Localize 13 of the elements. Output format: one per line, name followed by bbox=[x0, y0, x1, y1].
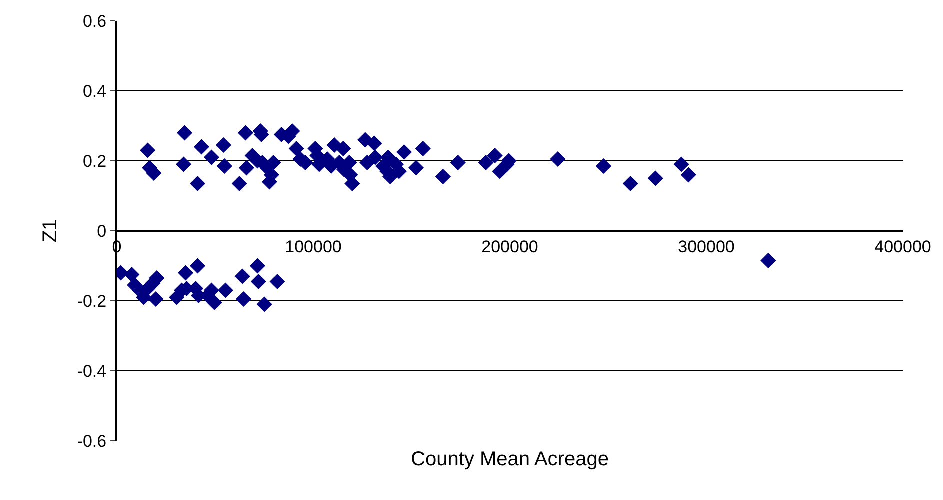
y-tick-label: -0.6 bbox=[77, 432, 107, 451]
x-axis-title: County Mean Acreage bbox=[411, 448, 609, 470]
x-tick-label: 100000 bbox=[285, 237, 342, 256]
y-tick-label: -0.4 bbox=[77, 362, 107, 381]
y-tick-label: -0.2 bbox=[77, 292, 107, 311]
y-tick-label: 0.4 bbox=[82, 82, 107, 101]
y-tick-label: 0 bbox=[97, 222, 107, 241]
y-axis-title: Z1 bbox=[39, 219, 62, 243]
x-tick-label: 300000 bbox=[678, 237, 735, 256]
y-tick-label: 0.2 bbox=[82, 152, 107, 171]
x-tick-label: 200000 bbox=[482, 237, 538, 256]
y-tick-label: 0.6 bbox=[82, 12, 107, 31]
x-tick-label: 400000 bbox=[874, 237, 932, 256]
